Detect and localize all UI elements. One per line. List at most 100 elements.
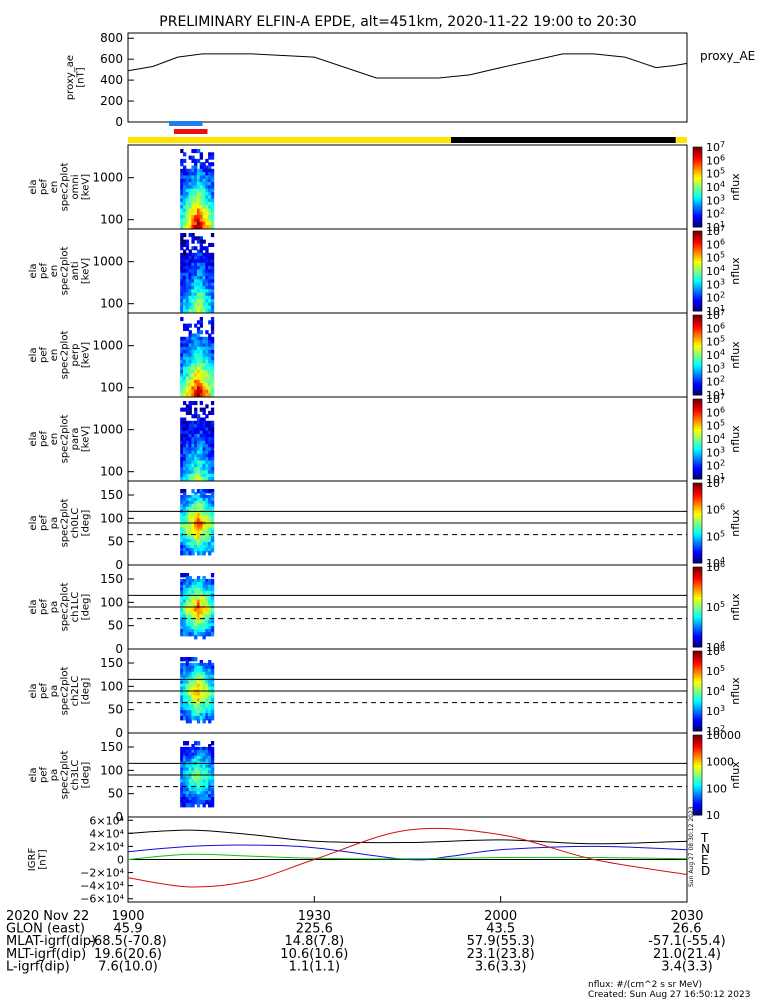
colorbar-tick-label: 105 <box>706 167 725 181</box>
spectrogram-pixel <box>205 172 209 177</box>
pitch-tick-label: 50 <box>108 703 123 717</box>
spectrogram-pixel <box>185 470 190 475</box>
spectrogram-pixel <box>183 578 187 584</box>
spectrogram-pixel <box>196 320 201 325</box>
colorbar-cell <box>693 688 702 692</box>
colorbar-cell <box>693 623 702 627</box>
spectrogram-pixel <box>202 620 206 625</box>
colorbar-cell <box>693 737 702 741</box>
spectrogram-pixel <box>183 515 187 520</box>
spectrogram-pixel <box>194 383 198 388</box>
spectrogram-pixel <box>191 779 195 784</box>
spectrogram-pixel <box>183 467 187 472</box>
spectrogram-pixel <box>180 530 184 535</box>
spectrogram-pixel <box>205 506 209 512</box>
ephemeris-row-label: L-igrf(dip) <box>6 959 70 974</box>
spectrogram-pixel <box>199 698 203 703</box>
colorbar-cell <box>693 549 702 553</box>
colorbar-cell <box>693 323 702 327</box>
colorbar-cell <box>693 157 702 161</box>
colorbar-tick-label: 107 <box>706 308 725 322</box>
spectrogram-pixel <box>194 410 198 415</box>
spectrogram-pixel <box>183 764 187 769</box>
spectrogram-pixel <box>199 437 203 442</box>
spectrogram-pixel <box>196 295 201 300</box>
colorbar-tick-label: 103 <box>706 704 725 718</box>
spectrogram-pixel <box>185 386 190 391</box>
spectrogram-pixel <box>180 573 184 578</box>
spectrogram-pixel <box>183 626 187 631</box>
spectrogram-pixel <box>180 752 184 758</box>
spectrogram-pixel <box>183 500 187 506</box>
spectrogram-pixel <box>194 608 198 613</box>
spectrogram-pixel <box>210 340 215 345</box>
spectrogram-pixel <box>188 256 192 261</box>
spectrogram-pixel <box>199 515 203 520</box>
spectrogram-pixel <box>191 430 195 435</box>
spectrogram-pixel <box>180 420 184 425</box>
spectrogram-pixel <box>185 668 190 674</box>
spectrogram-pixel <box>205 266 209 271</box>
spectrogram-pixel <box>199 542 203 547</box>
spectrogram-pixel <box>205 539 209 544</box>
colorbar-tick-label: 106 <box>706 321 725 335</box>
spectrogram-pixel <box>196 539 201 544</box>
spectrogram-pixel <box>199 256 203 261</box>
spectrogram-pixel <box>194 542 198 547</box>
spectrogram-pixel <box>199 198 203 203</box>
spectrogram-pixel <box>180 236 184 241</box>
spectrogram-pixel <box>188 178 192 183</box>
colorbar-cell <box>693 231 702 235</box>
spectrogram-pixel <box>210 701 215 706</box>
spectrogram-pixel <box>210 767 215 772</box>
spectrogram-pixel <box>183 524 187 529</box>
spectrogram-pixel <box>199 584 203 590</box>
spectrogram-pixel <box>210 518 215 523</box>
spectrogram-pixel <box>185 803 190 808</box>
spectrogram-pixel <box>199 463 203 468</box>
panel-axis-label-line: ela <box>28 599 39 614</box>
spectrogram-pixel <box>205 764 209 769</box>
spectrogram-pixel <box>208 716 212 721</box>
spectrogram-pixel <box>205 629 209 634</box>
spectrogram-pixel <box>199 695 203 700</box>
spectrogram-pixel <box>185 282 190 287</box>
colorbar-cell <box>693 709 702 713</box>
spectrogram-pixel <box>202 269 206 274</box>
spectrogram-pixel <box>210 776 215 781</box>
panel-axis-label: ela pef pa spec2plot ch2LC [deg] <box>28 667 92 716</box>
spectrogram-pixel <box>180 518 184 523</box>
spectrogram-pixel <box>202 168 206 173</box>
spectrogram-pixel <box>180 608 184 613</box>
spectrogram-pixel <box>210 545 215 550</box>
panel-axis-label-line: ch1LC <box>70 592 81 623</box>
spectrogram-pixel <box>188 764 192 769</box>
spectrogram-pixel <box>180 162 184 167</box>
spectrogram-pixel <box>205 330 209 335</box>
spectrogram-pixel <box>208 302 212 307</box>
spectrogram-pixel <box>183 302 187 307</box>
spectrogram-pixel <box>188 470 192 475</box>
spectrogram-pixel <box>208 299 212 304</box>
spectrogram-pixel <box>191 305 195 310</box>
colorbar-cell <box>693 620 702 624</box>
spectrogram-pixel <box>191 477 195 482</box>
panel-axis-label-line: pef <box>38 683 49 700</box>
spectrogram-pixel <box>199 218 203 223</box>
energy-tick-label: 100 <box>100 297 123 311</box>
spectrogram-pixel <box>180 266 184 271</box>
spectrogram-pixel <box>185 695 190 700</box>
spectrogram-pixel <box>188 620 192 625</box>
spectrogram-pixel <box>205 518 209 523</box>
spectrogram-pixel <box>180 383 184 388</box>
spectrogram-pixel <box>191 295 195 300</box>
spectrogram-pixel <box>210 211 215 216</box>
colorbar-label: nflux <box>729 509 742 537</box>
colorbar-cell <box>693 415 702 419</box>
ephemeris-value: 225.6 <box>296 922 333 937</box>
spectrogram-pixel <box>183 632 187 637</box>
colorbar-cell <box>693 195 702 199</box>
spectrogram-pixel <box>208 692 212 697</box>
colorbar-label: nflux <box>729 677 742 705</box>
spectrogram-pixel <box>202 272 206 277</box>
